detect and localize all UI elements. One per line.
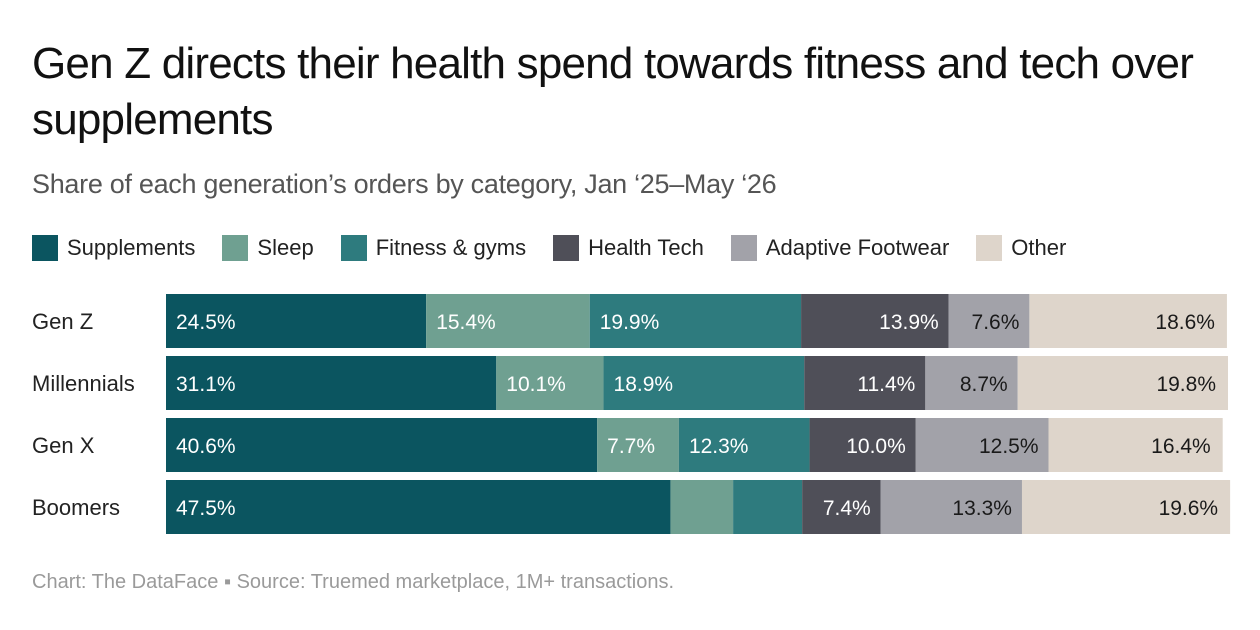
data-label-millennials-adaptive-footwear: 8.7% [960, 373, 1008, 396]
data-label-gen-x-supplements: 40.6% [176, 435, 236, 458]
bar-segment-boomers-supplements [166, 480, 671, 534]
legend-label: Adaptive Footwear [765, 235, 950, 260]
data-label-millennials-sleep: 10.1% [506, 373, 566, 396]
legend-label: Supplements [67, 235, 196, 260]
chart-subtitle: Share of each generation’s orders by cat… [32, 169, 777, 199]
data-label-gen-z-sleep: 15.4% [436, 311, 496, 334]
legend-swatch-adaptive-footwear [730, 235, 757, 261]
legend-item-fitness-gyms: Fitness & gyms [340, 234, 527, 262]
legend-swatch-other [976, 235, 1003, 261]
data-label-gen-z-adaptive-footwear: 7.6% [972, 311, 1020, 334]
category-label-gen-z: Gen Z [32, 309, 93, 334]
data-label-boomers-other: 19.6% [1159, 497, 1219, 520]
legend-item-health-tech: Health Tech [553, 234, 704, 262]
legend-item-adaptive-footwear: Adaptive Footwear [730, 234, 950, 262]
bar-segment-gen-x-adaptive-footwear [915, 418, 1049, 472]
bar-segment-gen-x-health-tech [809, 418, 916, 472]
data-label-gen-x-other: 16.4% [1151, 435, 1211, 458]
data-label-boomers-supplements: 47.5% [176, 497, 236, 520]
data-label-gen-x-adaptive-footwear: 12.5% [979, 435, 1039, 458]
bar-segment-gen-x-sleep [597, 418, 679, 472]
data-label-gen-z-supplements: 24.5% [176, 311, 236, 334]
bar-segment-gen-x-supplements [166, 418, 598, 472]
data-label-gen-x-health-tech: 10.0% [846, 435, 906, 458]
data-label-boomers-adaptive-footwear: 13.3% [952, 497, 1012, 520]
legend-swatch-sleep [222, 235, 249, 261]
legend-label: Other [1011, 235, 1067, 260]
category-label-millennials: Millennials [32, 371, 135, 396]
data-label-gen-x-fitness-gyms: 12.3% [689, 435, 749, 458]
bar-segment-millennials-adaptive-footwear [925, 356, 1018, 410]
bar-segment-millennials-supplements [166, 356, 497, 410]
legend-swatch-health-tech [553, 235, 580, 261]
bar-segment-boomers-other [1021, 480, 1231, 534]
data-label-boomers-health-tech: 7.4% [823, 497, 871, 520]
data-label-millennials-fitness-gyms: 18.9% [614, 373, 674, 396]
bar-segment-gen-z-adaptive-footwear [948, 294, 1030, 348]
legend-label: Fitness & gyms [375, 235, 527, 260]
legend-swatch-supplements [32, 235, 58, 261]
data-label-gen-x-sleep: 7.7% [607, 435, 655, 458]
data-label-millennials-health-tech: 11.4% [857, 373, 915, 396]
bar-segment-gen-z-health-tech [801, 294, 949, 348]
stacked-bar-chart: Gen Z 24.5% 15.4% 19.9% 13.9% 7.6% 18.6% Millen… [32, 294, 1231, 534]
legend-swatch-fitness-gyms [340, 235, 367, 261]
bar-segment-millennials-sleep [496, 356, 604, 410]
chart-source-note: Chart: The DataFace ▪ Source: Truemed ma… [32, 571, 675, 593]
bar-segment-gen-z-other [1029, 294, 1227, 348]
bar-segment-millennials-fitness-gyms [603, 356, 805, 410]
data-label-gen-z-other: 18.6% [1155, 311, 1215, 334]
bar-segment-gen-z-supplements [166, 294, 427, 348]
bar-segment-millennials-other [1017, 356, 1228, 410]
legend-item-other: Other [976, 234, 1066, 262]
bar-segment-millennials-health-tech [804, 356, 926, 410]
legend: Supplements Sleep Fitness & gyms Health … [32, 233, 1093, 263]
category-label-gen-x: Gen X [32, 433, 95, 458]
bar-segment-gen-z-fitness-gyms [589, 294, 802, 348]
legend-label: Health Tech [588, 235, 704, 260]
bar-segment-gen-x-other [1048, 418, 1223, 472]
bar-segment-boomers-health-tech [802, 480, 881, 534]
legend-item-supplements: Supplements [32, 234, 195, 262]
bar-segment-gen-x-fitness-gyms [678, 418, 810, 472]
data-label-millennials-supplements: 31.1% [176, 373, 236, 396]
bar-segment-gen-z-sleep [426, 294, 590, 348]
data-label-gen-z-fitness-gyms: 19.9% [600, 311, 660, 334]
bar-segment-boomers-sleep [670, 480, 734, 534]
chart-title: Gen Z directs their health spend towards… [32, 39, 1194, 144]
data-label-gen-z-health-tech: 13.9% [879, 311, 939, 334]
category-label-boomers: Boomers [32, 495, 120, 520]
bar-segment-boomers-fitness-gyms [733, 480, 803, 534]
legend-label: Sleep [257, 235, 314, 260]
legend-item-sleep: Sleep [222, 234, 314, 262]
bar-segment-boomers-adaptive-footwear [880, 480, 1022, 534]
data-label-millennials-other: 19.8% [1156, 373, 1216, 396]
